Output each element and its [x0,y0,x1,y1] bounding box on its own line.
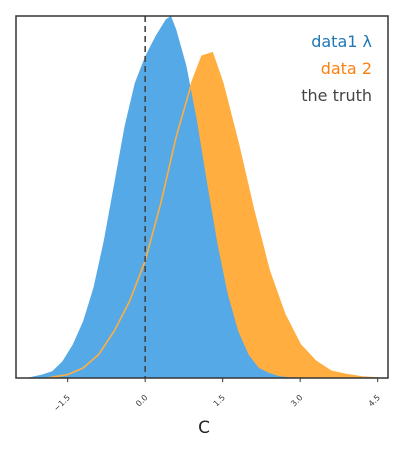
x-ticks: −1.5 0.0 1.5 3.0 4.5 [52,378,382,413]
x-tick-label: 1.5 [212,393,227,408]
plot-layer [26,16,378,378]
legend: data1 λ data 2 the truth [301,32,372,105]
legend-entry: the truth [301,86,372,105]
x-tick-label: 4.5 [367,393,382,408]
x-tick-label: 3.0 [289,393,304,408]
series-data2-line [46,51,378,378]
legend-entry: data 2 [321,59,372,78]
plot-frame [15,15,389,379]
x-axis-label: C [198,418,210,438]
series-group [26,16,378,378]
legend-entry: data1 λ [311,32,372,51]
x-tick-label: −1.5 [52,393,72,413]
series-data1-area [26,16,301,378]
x-tick-label: 0.0 [134,393,149,408]
